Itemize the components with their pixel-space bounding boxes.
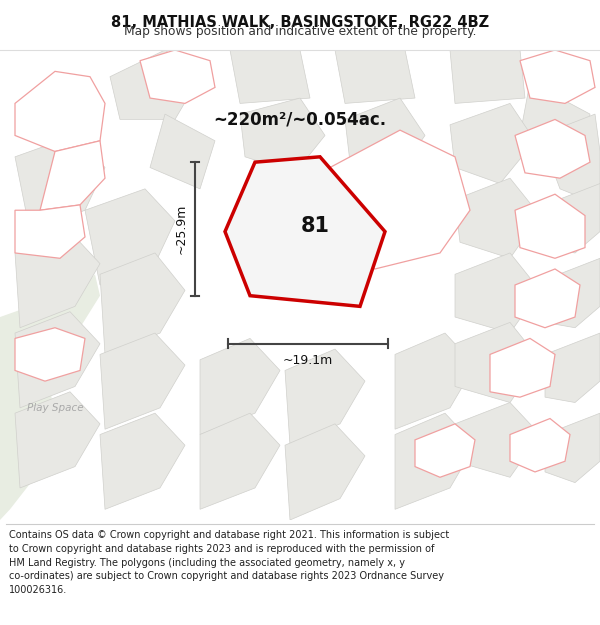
Polygon shape: [85, 189, 175, 285]
Polygon shape: [140, 50, 215, 103]
Polygon shape: [545, 258, 600, 328]
Polygon shape: [490, 338, 555, 397]
Text: ~220m²/~0.054ac.: ~220m²/~0.054ac.: [214, 111, 386, 128]
Text: 81: 81: [301, 216, 329, 236]
Polygon shape: [0, 274, 100, 520]
Polygon shape: [285, 349, 365, 445]
Polygon shape: [150, 114, 215, 189]
Polygon shape: [515, 119, 590, 178]
Polygon shape: [520, 82, 590, 162]
Text: Contains OS data © Crown copyright and database right 2021. This information is : Contains OS data © Crown copyright and d…: [9, 531, 449, 595]
Polygon shape: [40, 141, 105, 210]
Polygon shape: [450, 103, 535, 184]
Polygon shape: [15, 136, 105, 232]
Polygon shape: [200, 338, 280, 434]
Polygon shape: [15, 205, 85, 258]
Polygon shape: [300, 130, 470, 269]
Polygon shape: [545, 184, 600, 253]
Polygon shape: [200, 413, 280, 509]
Polygon shape: [455, 178, 540, 258]
Polygon shape: [15, 232, 100, 328]
Text: Play Space: Play Space: [26, 403, 83, 413]
Polygon shape: [450, 50, 525, 103]
Polygon shape: [15, 392, 100, 488]
Polygon shape: [345, 98, 425, 178]
Polygon shape: [100, 253, 185, 354]
Polygon shape: [225, 157, 385, 306]
Polygon shape: [240, 98, 325, 173]
Polygon shape: [520, 50, 595, 103]
Polygon shape: [455, 253, 540, 333]
Polygon shape: [100, 413, 185, 509]
Polygon shape: [415, 424, 475, 478]
Text: ~25.9m: ~25.9m: [175, 204, 187, 254]
Polygon shape: [395, 413, 475, 509]
Polygon shape: [335, 50, 415, 103]
Polygon shape: [230, 50, 310, 103]
Polygon shape: [540, 114, 600, 205]
Polygon shape: [15, 312, 100, 408]
Polygon shape: [15, 328, 85, 381]
Text: ~19.1m: ~19.1m: [283, 354, 333, 367]
Polygon shape: [545, 413, 600, 482]
Text: 81, MATHIAS WALK, BASINGSTOKE, RG22 4BZ: 81, MATHIAS WALK, BASINGSTOKE, RG22 4BZ: [111, 15, 489, 30]
Polygon shape: [510, 419, 570, 472]
Polygon shape: [515, 269, 580, 328]
Polygon shape: [15, 71, 105, 151]
Polygon shape: [110, 50, 200, 119]
Polygon shape: [455, 322, 540, 402]
Polygon shape: [395, 333, 475, 429]
Polygon shape: [455, 402, 540, 478]
Polygon shape: [515, 194, 585, 258]
Polygon shape: [545, 333, 600, 402]
Text: Map shows position and indicative extent of the property.: Map shows position and indicative extent…: [124, 24, 476, 38]
Polygon shape: [100, 333, 185, 429]
Polygon shape: [285, 424, 365, 520]
